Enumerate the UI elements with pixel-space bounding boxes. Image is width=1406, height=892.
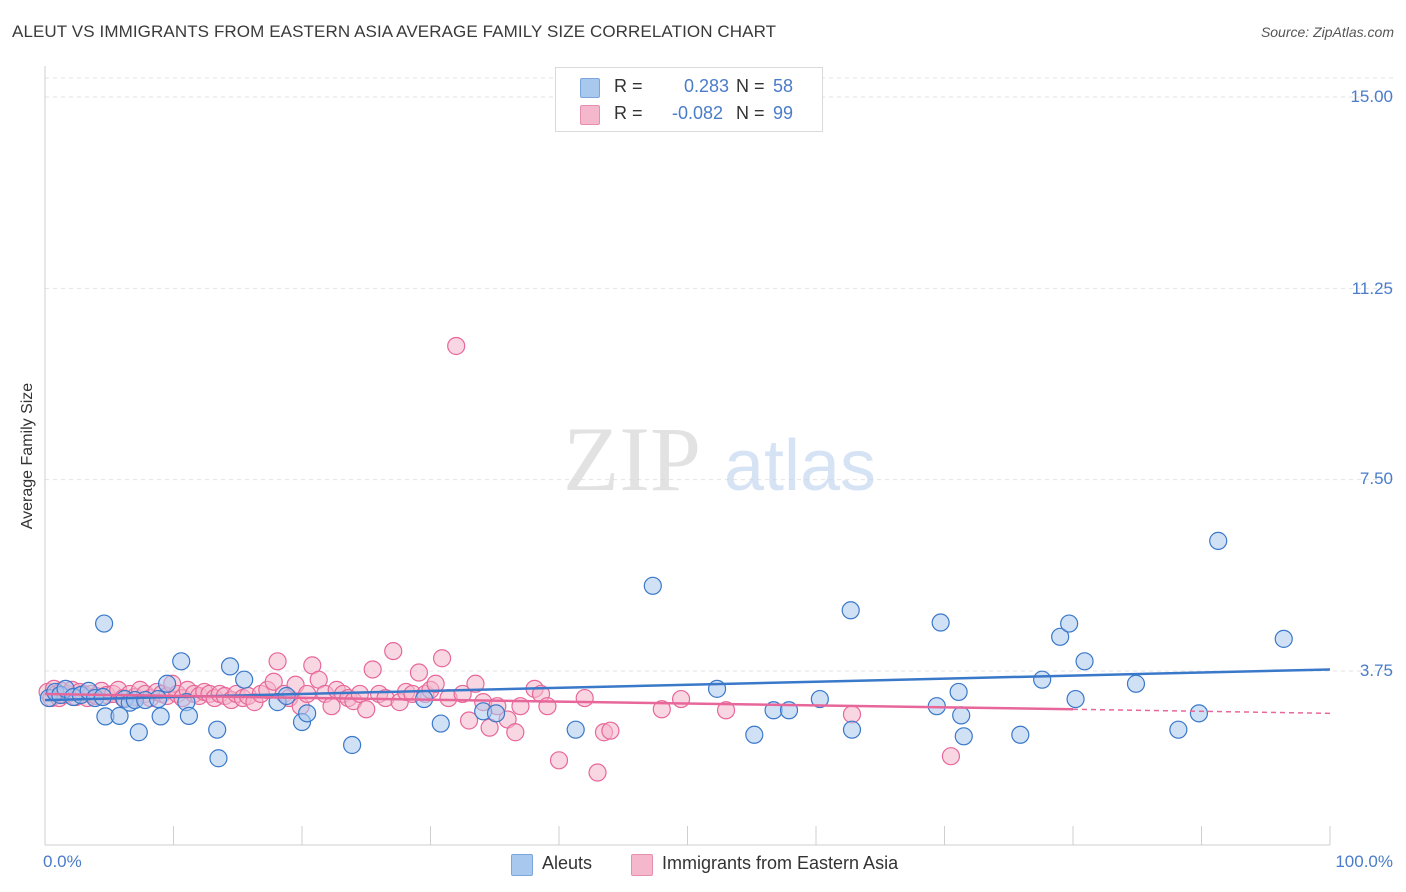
data-point xyxy=(235,670,254,689)
data-point xyxy=(343,735,362,755)
data-point xyxy=(208,720,227,739)
legend-label-immigrants: Immigrants from Eastern Asia xyxy=(662,853,899,873)
data-point xyxy=(1169,720,1188,739)
data-point xyxy=(1066,689,1085,709)
data-point xyxy=(1060,614,1079,633)
data-point xyxy=(1051,627,1070,646)
data-point xyxy=(363,660,382,679)
data-point xyxy=(643,576,662,595)
legend-r-value: -0.082 xyxy=(672,103,724,123)
data-point xyxy=(209,749,228,768)
data-point xyxy=(1011,725,1030,744)
data-point xyxy=(148,689,168,709)
legend-r-label: R = xyxy=(614,103,643,123)
legend-n-label: N = xyxy=(736,76,765,96)
data-point xyxy=(652,700,671,719)
data-point xyxy=(459,711,479,730)
trend-line-immigrants xyxy=(44,692,1074,711)
correlation-legend: R = 0.283 N = 58 R = -0.082 N = 99 xyxy=(555,67,823,132)
blue-swatch xyxy=(580,78,600,98)
data-point xyxy=(268,652,287,671)
data-point xyxy=(745,725,764,744)
data-point xyxy=(842,705,862,724)
data-point xyxy=(671,689,691,709)
data-point xyxy=(954,727,973,746)
data-point xyxy=(1209,531,1228,550)
data-point xyxy=(298,704,317,723)
legend-r-label: R = xyxy=(614,76,643,96)
data-point xyxy=(941,747,961,766)
data-point xyxy=(931,613,950,632)
x-tick-label-max: 100.0% xyxy=(1335,852,1393,871)
data-point xyxy=(949,682,968,702)
data-point xyxy=(842,720,862,739)
trend-lines xyxy=(44,668,1331,715)
data-point xyxy=(172,652,191,671)
data-point xyxy=(506,723,525,742)
data-point xyxy=(716,701,736,720)
data-point xyxy=(588,763,607,782)
axes xyxy=(44,66,1331,846)
pink-swatch xyxy=(580,105,600,125)
data-point xyxy=(432,649,452,668)
blue-swatch xyxy=(511,854,533,876)
y-tick-label: 11.25 xyxy=(1351,279,1393,298)
data-point xyxy=(426,674,445,693)
data-point xyxy=(1126,674,1146,693)
data-point xyxy=(549,751,569,770)
data-point xyxy=(575,688,594,708)
y-tick-label: 15.00 xyxy=(1350,87,1393,106)
trend-line-immigrants-extrapolated xyxy=(1072,708,1331,715)
legend-r-value: 0.283 xyxy=(684,76,730,96)
watermark-zip: ZIP xyxy=(563,408,701,510)
data-point xyxy=(264,672,283,691)
y-tick-label: 3.75 xyxy=(1359,661,1393,680)
data-point xyxy=(486,704,506,723)
data-point xyxy=(431,714,450,733)
data-point xyxy=(601,721,620,740)
data-point xyxy=(384,642,403,661)
pink-swatch xyxy=(631,854,653,876)
chart-title: ALEUT VS IMMIGRANTS FROM EASTERN ASIA AV… xyxy=(12,22,777,41)
data-point xyxy=(151,707,170,726)
data-point xyxy=(952,706,971,725)
data-point xyxy=(93,687,112,707)
data-point xyxy=(110,706,129,725)
x-tick-label-min: 0.0% xyxy=(43,852,82,871)
data-point xyxy=(1189,704,1209,723)
series-aleuts xyxy=(39,531,1293,768)
trend-line-aleuts xyxy=(44,668,1331,702)
data-point xyxy=(447,336,466,356)
source-label: Source: ZipAtlas.com xyxy=(1260,24,1394,40)
y-tick-label: 7.50 xyxy=(1359,469,1393,488)
data-point xyxy=(157,674,177,693)
data-point xyxy=(1274,629,1293,648)
data-point xyxy=(129,723,148,742)
data-point xyxy=(1033,670,1052,689)
legend-n-label: N = xyxy=(736,103,765,123)
y-axis-label: Average Family Size xyxy=(19,382,36,530)
legend-n-value: 58 xyxy=(773,76,794,96)
watermark-atlas: atlas xyxy=(724,426,876,506)
data-point xyxy=(566,720,585,739)
data-point xyxy=(357,700,376,719)
legend-label-aleuts: Aleuts xyxy=(542,853,593,873)
data-point xyxy=(841,601,860,620)
data-point xyxy=(277,686,296,706)
data-point xyxy=(220,657,240,676)
data-point xyxy=(466,674,485,693)
data-point xyxy=(95,614,114,633)
data-point xyxy=(1075,652,1094,671)
grid-lines xyxy=(45,77,1394,672)
data-point xyxy=(810,689,829,709)
data-point xyxy=(409,663,429,682)
legend-n-value: 99 xyxy=(773,103,794,123)
data-point xyxy=(179,706,199,725)
